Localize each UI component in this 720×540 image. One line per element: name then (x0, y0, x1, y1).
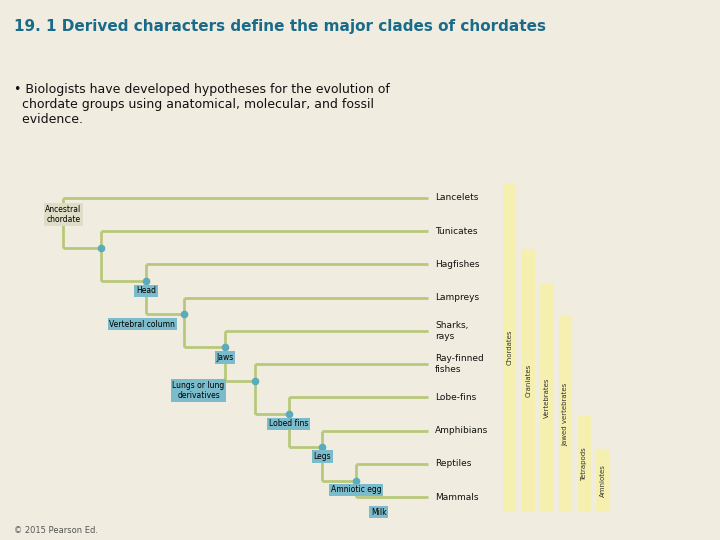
Text: Jaws: Jaws (216, 353, 233, 362)
Text: Jawed vertebrates: Jawed vertebrates (562, 382, 569, 446)
Text: Tetrapods: Tetrapods (582, 447, 588, 481)
Text: Lancelets: Lancelets (435, 193, 478, 202)
Text: Ray-finned
fishes: Ray-finned fishes (435, 354, 484, 374)
FancyBboxPatch shape (503, 183, 516, 512)
FancyBboxPatch shape (540, 282, 554, 512)
Text: • Biologists have developed hypotheses for the evolution of
  chordate groups us: • Biologists have developed hypotheses f… (14, 83, 390, 126)
Text: Ancestral
chordate: Ancestral chordate (45, 205, 81, 224)
Text: Lungs or lung
derivatives: Lungs or lung derivatives (173, 381, 225, 401)
Text: Craniates: Craniates (525, 364, 531, 397)
Text: Head: Head (136, 286, 156, 295)
Text: Lobe-fins: Lobe-fins (435, 393, 477, 402)
Text: Tunicates: Tunicates (435, 226, 477, 235)
Text: Vertebral column: Vertebral column (109, 320, 175, 329)
Text: Mammals: Mammals (435, 492, 479, 502)
FancyBboxPatch shape (596, 449, 610, 512)
Text: 19. 1 Derived characters define the major clades of chordates: 19. 1 Derived characters define the majo… (14, 19, 546, 34)
Text: Legs: Legs (314, 452, 331, 461)
Text: Hagfishes: Hagfishes (435, 260, 480, 269)
Text: Reptiles: Reptiles (435, 460, 472, 468)
Text: Milk: Milk (371, 508, 387, 517)
Text: © 2015 Pearson Ed.: © 2015 Pearson Ed. (14, 525, 99, 535)
Text: Amphibians: Amphibians (435, 426, 488, 435)
FancyBboxPatch shape (577, 416, 591, 512)
Text: Sharks,
rays: Sharks, rays (435, 321, 469, 341)
FancyBboxPatch shape (521, 249, 535, 512)
Text: Lobed fins: Lobed fins (269, 420, 308, 428)
Text: Amniotic egg: Amniotic egg (331, 485, 382, 494)
Text: Amniotes: Amniotes (600, 464, 606, 497)
Text: Vertebrates: Vertebrates (544, 377, 550, 417)
Text: Lampreys: Lampreys (435, 293, 480, 302)
Text: Chordates: Chordates (506, 330, 513, 365)
FancyBboxPatch shape (559, 316, 572, 512)
